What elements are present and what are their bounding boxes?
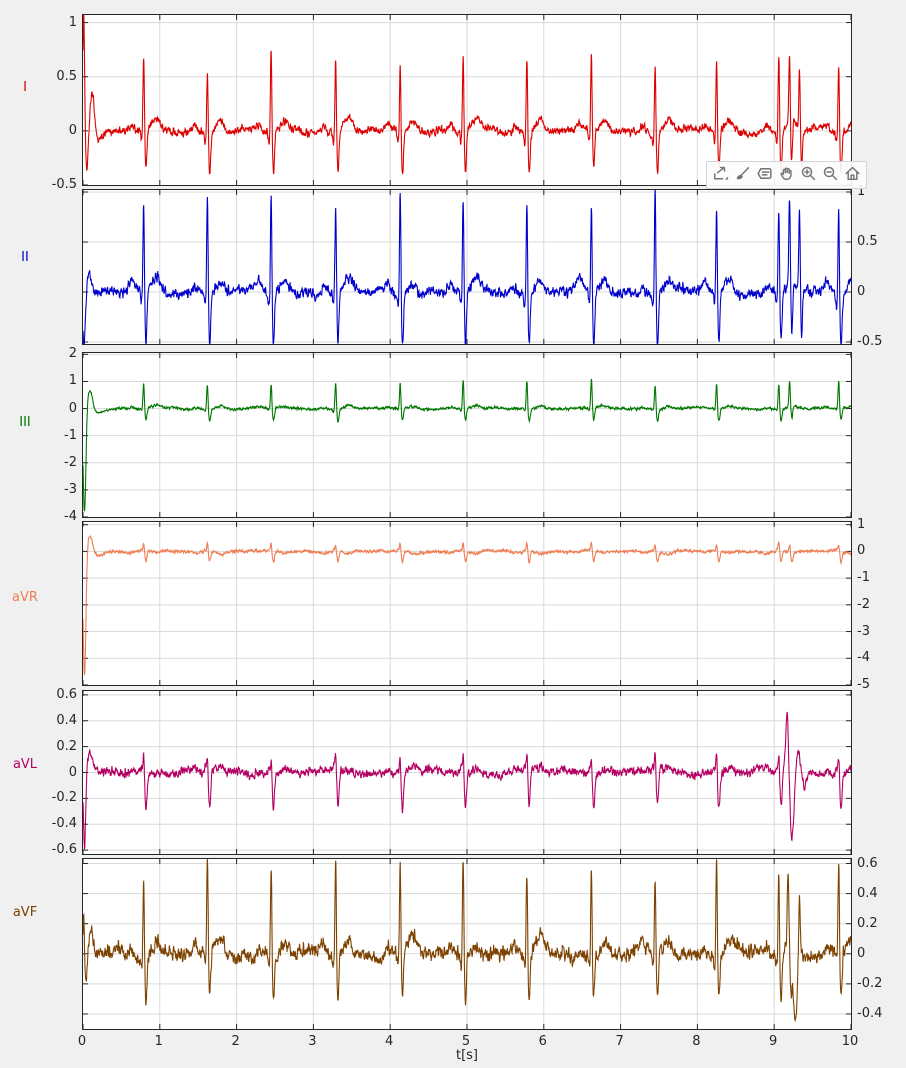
lead-II-canvas — [83, 190, 851, 344]
ecg-trace-I — [83, 15, 851, 176]
y-tick-label: 0 — [68, 764, 77, 780]
y-tick-label: 0.6 — [56, 686, 77, 702]
data-tips-button[interactable] — [754, 164, 775, 186]
y-tick-label: -1 — [857, 570, 870, 586]
lead-aVR-plot[interactable] — [82, 521, 852, 686]
y-tick-label: -5 — [857, 677, 870, 692]
lead-aVF-plot[interactable] — [82, 858, 852, 1030]
zoom-out-icon — [821, 164, 840, 186]
y-tick-label: 0.2 — [857, 915, 878, 931]
y-tick-label: 1 — [68, 14, 77, 30]
y-tick-label: -0.4 — [857, 1005, 883, 1021]
lead-label-aVF: aVF — [12, 905, 38, 920]
export-icon — [711, 164, 730, 186]
lead-label-I: I — [23, 80, 27, 95]
y-tick-label: -3 — [64, 481, 77, 497]
y-tick-label: 1 — [68, 373, 77, 389]
y-tick-label: 0 — [857, 284, 866, 299]
ecg-trace-aVR — [83, 534, 851, 676]
pan-button[interactable] — [776, 164, 797, 186]
y-tick-label: 0.5 — [56, 68, 77, 84]
lead-label-III: III — [19, 415, 31, 430]
lead-label-aVL: aVL — [12, 757, 38, 772]
y-tick-label: 0 — [68, 400, 77, 416]
y-tick-label: -0.5 — [51, 177, 77, 192]
y-tick-label: -4 — [64, 509, 77, 524]
lead-aVL-plot[interactable] — [82, 690, 852, 855]
y-tick-label: -0.2 — [51, 790, 77, 806]
y-tick-label: 1 — [857, 516, 866, 532]
x-tick-label: 3 — [308, 1034, 317, 1049]
brush-icon — [733, 164, 752, 186]
lead-label-II: II — [21, 250, 29, 265]
x-tick-label: 2 — [231, 1034, 240, 1049]
y-tick-label: 0 — [857, 543, 866, 559]
home-icon — [843, 164, 862, 186]
x-tick-label: 6 — [538, 1034, 547, 1049]
y-tick-label: -0.5 — [857, 334, 883, 349]
lead-I-plot[interactable] — [82, 14, 852, 186]
lead-aVR-canvas — [83, 522, 851, 685]
x-tick-label: 4 — [385, 1034, 394, 1049]
axes-toolbar — [706, 161, 867, 189]
y-tick-label: -0.4 — [51, 816, 77, 832]
y-tick-label: 1 — [857, 184, 866, 199]
x-tick-label: 9 — [769, 1034, 778, 1049]
zoom-out-button[interactable] — [820, 164, 841, 186]
x-tick-label: 8 — [692, 1034, 701, 1049]
pan-icon — [777, 164, 796, 186]
y-tick-label: 0 — [68, 122, 77, 138]
lead-aVF-canvas — [83, 859, 851, 1029]
x-tick-label: 10 — [841, 1034, 859, 1049]
lead-label-aVR: aVR — [12, 590, 38, 605]
lead-II-plot[interactable] — [82, 189, 852, 345]
lead-III-plot[interactable] — [82, 352, 852, 518]
y-tick-label: 0.4 — [857, 885, 878, 901]
y-tick-label: -2 — [857, 596, 870, 612]
home-button[interactable] — [842, 164, 863, 186]
y-tick-label: -2 — [64, 454, 77, 470]
x-axis-label: t[s] — [455, 1048, 478, 1063]
y-tick-label: -1 — [64, 427, 77, 443]
y-tick-label: 0.4 — [56, 712, 77, 728]
ecg-trace-aVF — [83, 859, 851, 1023]
data-tips-icon — [755, 164, 774, 186]
y-tick-label: 0.2 — [56, 738, 77, 754]
y-tick-label: 0.5 — [857, 234, 878, 249]
zoom-in-icon — [799, 164, 818, 186]
export-button[interactable] — [710, 164, 731, 186]
y-tick-label: -4 — [857, 650, 870, 666]
x-tick-label: 1 — [154, 1034, 163, 1049]
ecg-trace-II — [83, 190, 851, 344]
y-tick-label: -0.6 — [51, 842, 77, 858]
lead-aVL-canvas — [83, 691, 851, 854]
y-tick-label: -3 — [857, 623, 870, 639]
x-tick-label: 0 — [77, 1034, 87, 1049]
y-tick-label: 0.6 — [857, 855, 878, 871]
lead-III-canvas — [83, 353, 851, 517]
y-tick-label: 2 — [68, 346, 77, 362]
ecg-trace-III — [83, 378, 851, 512]
lead-I-canvas — [83, 15, 851, 185]
y-tick-label: -0.2 — [857, 975, 883, 991]
ecg-trace-aVL — [83, 711, 851, 850]
zoom-in-button[interactable] — [798, 164, 819, 186]
x-tick-label: 5 — [461, 1034, 471, 1049]
y-tick-label: 0 — [857, 945, 866, 961]
x-tick-label: 7 — [615, 1034, 624, 1049]
brush-button[interactable] — [732, 164, 753, 186]
